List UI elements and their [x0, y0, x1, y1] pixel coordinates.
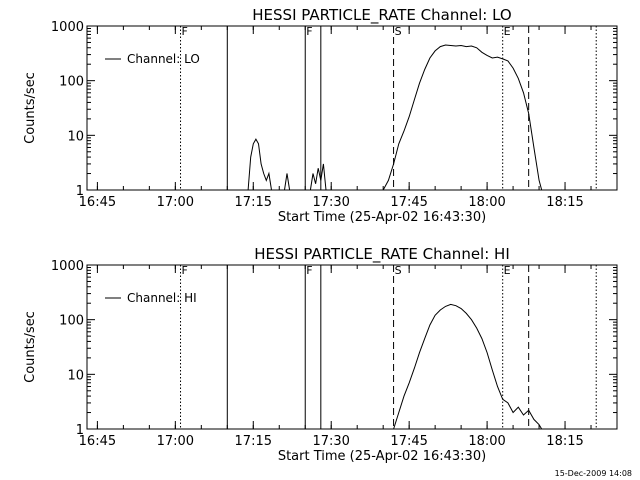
time-marker-label: S — [395, 25, 402, 38]
y-tick-label: 10 — [67, 368, 84, 383]
y-tick-label: 100 — [59, 314, 84, 329]
x-tick-label: 17:30 — [312, 195, 349, 210]
chart-title: HESSI PARTICLE_RATE Channel: HI — [254, 245, 510, 264]
series-line — [393, 303, 543, 430]
series-line — [309, 163, 327, 191]
x-tick-label: 17:45 — [390, 434, 427, 449]
y-tick-label: 1000 — [51, 20, 84, 35]
x-tick-label: 18:15 — [546, 195, 583, 210]
series-line — [382, 44, 543, 191]
y-tick-label: 1000 — [51, 259, 84, 274]
y-tick-label: 1 — [76, 184, 84, 199]
time-marker-label: F — [306, 264, 312, 277]
plot-frame — [86, 25, 618, 191]
x-tick-label: 17:00 — [157, 434, 194, 449]
time-marker-label: F — [182, 25, 188, 38]
panel-channel-lo: HESSI PARTICLE_RATE Channel: LO 1 10 100 100… — [23, 6, 618, 225]
x-axis-label: Start Time (25-Apr-02 16:43:30) — [278, 210, 486, 225]
series-line — [284, 173, 291, 191]
plot-frame — [86, 264, 618, 430]
x-tick-label: 17:15 — [235, 195, 272, 210]
legend-label: Channel: LO — [127, 52, 200, 66]
x-tick-label: 17:30 — [312, 434, 349, 449]
y-tick-label: 10 — [67, 129, 84, 144]
x-axis-label: Start Time (25-Apr-02 16:43:30) — [278, 449, 486, 464]
time-marker-label: F — [182, 264, 188, 277]
x-tick-label: 17:45 — [390, 195, 427, 210]
y-tick-label: 100 — [59, 75, 84, 90]
x-tick-label: 18:00 — [468, 195, 505, 210]
time-marker-label: F — [306, 25, 312, 38]
panel-channel-hi: HESSI PARTICLE_RATE Channel: HI 1 10 100 100… — [23, 245, 618, 464]
x-tick-label: 16:45 — [79, 195, 116, 210]
x-tick-label: 18:15 — [546, 434, 583, 449]
legend-label: Channel: HI — [127, 291, 197, 305]
y-tick-label: 1 — [76, 423, 84, 438]
footer-timestamp: 15-Dec-2009 14:08 — [555, 469, 632, 478]
chart-title: HESSI PARTICLE_RATE Channel: LO — [252, 6, 511, 25]
time-marker-label: E — [504, 25, 511, 38]
x-tick-label: 16:45 — [79, 434, 116, 449]
y-axis-label: Counts/sec — [23, 72, 38, 144]
x-tick-label: 17:15 — [235, 434, 272, 449]
series-line — [247, 138, 272, 191]
time-marker-label: S — [395, 264, 402, 277]
x-tick-label: 18:00 — [468, 434, 505, 449]
x-tick-label: 17:00 — [157, 195, 194, 210]
time-marker-label: E — [504, 264, 511, 277]
y-axis-label: Counts/sec — [23, 311, 38, 383]
